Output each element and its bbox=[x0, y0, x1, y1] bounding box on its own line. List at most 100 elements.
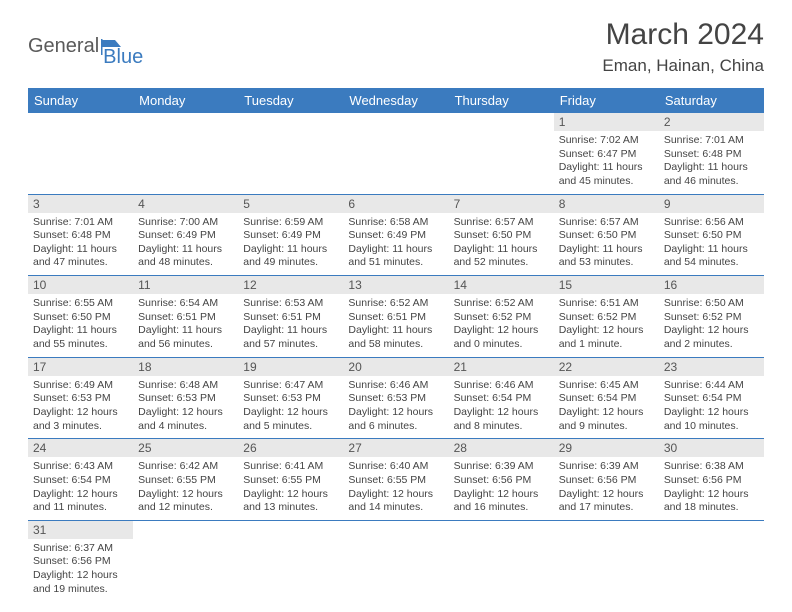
location-text: Eman, Hainan, China bbox=[602, 56, 764, 76]
daynum-27: 27 bbox=[343, 439, 448, 458]
day-cell-23: Sunrise: 6:44 AMSunset: 6:54 PMDaylight:… bbox=[659, 376, 764, 439]
daynum-empty bbox=[659, 520, 764, 539]
daynum-17: 17 bbox=[28, 357, 133, 376]
sunrise-text: Sunrise: 7:01 AM bbox=[664, 134, 759, 148]
daylight-text: Daylight: 12 hours and 14 minutes. bbox=[348, 488, 443, 515]
day-cell-8: Sunrise: 6:57 AMSunset: 6:50 PMDaylight:… bbox=[554, 213, 659, 276]
day-cell-empty bbox=[449, 539, 554, 602]
daynum-empty bbox=[449, 113, 554, 131]
daynum-13: 13 bbox=[343, 276, 448, 295]
day-cell-16: Sunrise: 6:50 AMSunset: 6:52 PMDaylight:… bbox=[659, 294, 764, 357]
sunrise-text: Sunrise: 6:45 AM bbox=[559, 379, 654, 393]
daynum-23: 23 bbox=[659, 357, 764, 376]
day-cell-1: Sunrise: 7:02 AMSunset: 6:47 PMDaylight:… bbox=[554, 131, 659, 194]
day-cell-29: Sunrise: 6:39 AMSunset: 6:56 PMDaylight:… bbox=[554, 457, 659, 520]
sunset-text: Sunset: 6:54 PM bbox=[559, 392, 654, 406]
daynum-8: 8 bbox=[554, 194, 659, 213]
day-cell-28: Sunrise: 6:39 AMSunset: 6:56 PMDaylight:… bbox=[449, 457, 554, 520]
sunset-text: Sunset: 6:56 PM bbox=[559, 474, 654, 488]
sunrise-text: Sunrise: 6:37 AM bbox=[33, 542, 128, 556]
daylight-text: Daylight: 12 hours and 9 minutes. bbox=[559, 406, 654, 433]
day-cell-14: Sunrise: 6:52 AMSunset: 6:52 PMDaylight:… bbox=[449, 294, 554, 357]
sunset-text: Sunset: 6:50 PM bbox=[664, 229, 759, 243]
logo: General Blue bbox=[28, 24, 143, 69]
day-cell-empty bbox=[133, 539, 238, 602]
sunrise-text: Sunrise: 6:41 AM bbox=[243, 460, 338, 474]
week-3-data-row: Sunrise: 6:49 AMSunset: 6:53 PMDaylight:… bbox=[28, 376, 764, 439]
daylight-text: Daylight: 12 hours and 3 minutes. bbox=[33, 406, 128, 433]
sunset-text: Sunset: 6:52 PM bbox=[559, 311, 654, 325]
daylight-text: Daylight: 11 hours and 54 minutes. bbox=[664, 243, 759, 270]
daynum-empty bbox=[28, 113, 133, 131]
daynum-empty bbox=[554, 520, 659, 539]
title-block: March 2024 Eman, Hainan, China bbox=[602, 18, 764, 76]
week-4-data-row: Sunrise: 6:43 AMSunset: 6:54 PMDaylight:… bbox=[28, 457, 764, 520]
week-1-daynum-row: 3456789 bbox=[28, 194, 764, 213]
sunrise-text: Sunrise: 6:51 AM bbox=[559, 297, 654, 311]
daynum-7: 7 bbox=[449, 194, 554, 213]
daylight-text: Daylight: 11 hours and 46 minutes. bbox=[664, 161, 759, 188]
day-cell-10: Sunrise: 6:55 AMSunset: 6:50 PMDaylight:… bbox=[28, 294, 133, 357]
sunset-text: Sunset: 6:53 PM bbox=[243, 392, 338, 406]
sunrise-text: Sunrise: 6:53 AM bbox=[243, 297, 338, 311]
daynum-empty bbox=[238, 520, 343, 539]
sunrise-text: Sunrise: 6:39 AM bbox=[559, 460, 654, 474]
daylight-text: Daylight: 11 hours and 48 minutes. bbox=[138, 243, 233, 270]
sunset-text: Sunset: 6:56 PM bbox=[454, 474, 549, 488]
sunset-text: Sunset: 6:56 PM bbox=[664, 474, 759, 488]
daylight-text: Daylight: 11 hours and 56 minutes. bbox=[138, 324, 233, 351]
daynum-5: 5 bbox=[238, 194, 343, 213]
daynum-26: 26 bbox=[238, 439, 343, 458]
day-cell-19: Sunrise: 6:47 AMSunset: 6:53 PMDaylight:… bbox=[238, 376, 343, 439]
daynum-10: 10 bbox=[28, 276, 133, 295]
daynum-1: 1 bbox=[554, 113, 659, 131]
sunrise-text: Sunrise: 7:02 AM bbox=[559, 134, 654, 148]
day-cell-4: Sunrise: 7:00 AMSunset: 6:49 PMDaylight:… bbox=[133, 213, 238, 276]
daylight-text: Daylight: 12 hours and 18 minutes. bbox=[664, 488, 759, 515]
day-cell-empty bbox=[554, 539, 659, 602]
daynum-20: 20 bbox=[343, 357, 448, 376]
sunset-text: Sunset: 6:53 PM bbox=[138, 392, 233, 406]
day-cell-3: Sunrise: 7:01 AMSunset: 6:48 PMDaylight:… bbox=[28, 213, 133, 276]
sunset-text: Sunset: 6:55 PM bbox=[243, 474, 338, 488]
week-5-data-row: Sunrise: 6:37 AMSunset: 6:56 PMDaylight:… bbox=[28, 539, 764, 602]
daynum-24: 24 bbox=[28, 439, 133, 458]
daynum-30: 30 bbox=[659, 439, 764, 458]
daylight-text: Daylight: 12 hours and 5 minutes. bbox=[243, 406, 338, 433]
day-cell-empty bbox=[343, 131, 448, 194]
sunrise-text: Sunrise: 7:00 AM bbox=[138, 216, 233, 230]
sunrise-text: Sunrise: 6:52 AM bbox=[348, 297, 443, 311]
sunset-text: Sunset: 6:54 PM bbox=[454, 392, 549, 406]
daylight-text: Daylight: 12 hours and 19 minutes. bbox=[33, 569, 128, 596]
day-cell-25: Sunrise: 6:42 AMSunset: 6:55 PMDaylight:… bbox=[133, 457, 238, 520]
week-4-daynum-row: 24252627282930 bbox=[28, 439, 764, 458]
daylight-text: Daylight: 11 hours and 58 minutes. bbox=[348, 324, 443, 351]
sunset-text: Sunset: 6:50 PM bbox=[33, 311, 128, 325]
daynum-empty bbox=[133, 520, 238, 539]
daynum-15: 15 bbox=[554, 276, 659, 295]
daynum-18: 18 bbox=[133, 357, 238, 376]
sunrise-text: Sunrise: 6:57 AM bbox=[559, 216, 654, 230]
daylight-text: Daylight: 11 hours and 57 minutes. bbox=[243, 324, 338, 351]
daynum-22: 22 bbox=[554, 357, 659, 376]
sunset-text: Sunset: 6:51 PM bbox=[138, 311, 233, 325]
daynum-19: 19 bbox=[238, 357, 343, 376]
sunset-text: Sunset: 6:52 PM bbox=[664, 311, 759, 325]
day-header-sunday: Sunday bbox=[28, 88, 133, 113]
day-cell-20: Sunrise: 6:46 AMSunset: 6:53 PMDaylight:… bbox=[343, 376, 448, 439]
daynum-empty bbox=[238, 113, 343, 131]
daynum-29: 29 bbox=[554, 439, 659, 458]
day-cell-empty bbox=[133, 131, 238, 194]
day-header-friday: Friday bbox=[554, 88, 659, 113]
sunrise-text: Sunrise: 6:59 AM bbox=[243, 216, 338, 230]
daynum-9: 9 bbox=[659, 194, 764, 213]
sunset-text: Sunset: 6:48 PM bbox=[664, 148, 759, 162]
daylight-text: Daylight: 11 hours and 55 minutes. bbox=[33, 324, 128, 351]
daylight-text: Daylight: 12 hours and 4 minutes. bbox=[138, 406, 233, 433]
week-3-daynum-row: 17181920212223 bbox=[28, 357, 764, 376]
daynum-21: 21 bbox=[449, 357, 554, 376]
sunrise-text: Sunrise: 6:46 AM bbox=[348, 379, 443, 393]
day-cell-26: Sunrise: 6:41 AMSunset: 6:55 PMDaylight:… bbox=[238, 457, 343, 520]
week-2-daynum-row: 10111213141516 bbox=[28, 276, 764, 295]
sunrise-text: Sunrise: 6:58 AM bbox=[348, 216, 443, 230]
